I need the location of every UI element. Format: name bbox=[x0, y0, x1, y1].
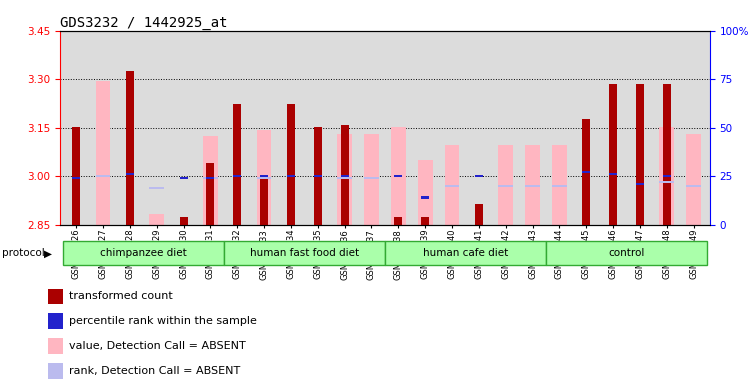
Bar bbox=[314, 175, 322, 177]
Bar bbox=[662, 175, 671, 177]
Bar bbox=[659, 181, 674, 183]
Bar bbox=[234, 104, 241, 225]
Bar bbox=[445, 146, 460, 225]
Text: human fast food diet: human fast food diet bbox=[250, 248, 359, 258]
Text: GDS3232 / 1442925_at: GDS3232 / 1442925_at bbox=[60, 16, 228, 30]
Bar bbox=[662, 84, 671, 225]
Bar bbox=[364, 177, 379, 179]
Bar bbox=[659, 127, 674, 225]
Bar bbox=[364, 134, 379, 225]
Bar bbox=[499, 185, 513, 187]
Bar bbox=[337, 177, 352, 179]
Bar bbox=[72, 127, 80, 225]
Text: control: control bbox=[608, 248, 644, 258]
Bar bbox=[421, 217, 429, 225]
Bar bbox=[525, 185, 540, 187]
Text: chimpanzee diet: chimpanzee diet bbox=[100, 248, 187, 258]
Bar bbox=[126, 173, 134, 175]
Bar bbox=[445, 185, 460, 187]
Bar bbox=[48, 289, 63, 304]
Bar bbox=[257, 130, 271, 225]
Bar bbox=[499, 146, 513, 225]
Bar bbox=[260, 179, 268, 225]
Bar bbox=[582, 171, 590, 174]
Bar bbox=[126, 71, 134, 225]
Bar bbox=[609, 173, 617, 175]
Bar bbox=[207, 162, 215, 225]
Text: protocol: protocol bbox=[2, 248, 44, 258]
Bar bbox=[391, 127, 406, 225]
Bar bbox=[341, 125, 348, 225]
Bar bbox=[203, 177, 218, 179]
Bar bbox=[63, 241, 224, 265]
Bar bbox=[475, 175, 483, 177]
Bar bbox=[224, 241, 385, 265]
Text: ▶: ▶ bbox=[44, 248, 52, 258]
Bar bbox=[95, 81, 110, 225]
Bar bbox=[686, 185, 701, 187]
Bar bbox=[149, 214, 164, 225]
Bar bbox=[582, 119, 590, 225]
Bar bbox=[686, 134, 701, 225]
Bar bbox=[179, 217, 188, 225]
Bar bbox=[385, 241, 546, 265]
Bar bbox=[48, 338, 63, 354]
Bar bbox=[234, 175, 241, 177]
Text: value, Detection Call = ABSENT: value, Detection Call = ABSENT bbox=[69, 341, 246, 351]
Text: percentile rank within the sample: percentile rank within the sample bbox=[69, 316, 257, 326]
Text: rank, Detection Call = ABSENT: rank, Detection Call = ABSENT bbox=[69, 366, 240, 376]
Bar bbox=[95, 175, 110, 177]
Bar bbox=[149, 187, 164, 189]
Bar bbox=[394, 175, 403, 177]
Bar bbox=[418, 160, 433, 225]
Bar bbox=[525, 146, 540, 225]
Bar bbox=[203, 136, 218, 225]
Bar bbox=[287, 175, 295, 177]
Bar bbox=[257, 177, 271, 179]
Bar bbox=[421, 196, 429, 199]
Bar bbox=[179, 177, 188, 179]
Bar bbox=[314, 127, 322, 225]
Bar bbox=[636, 84, 644, 225]
Bar bbox=[207, 177, 215, 179]
Bar bbox=[287, 104, 295, 225]
Text: human cafe diet: human cafe diet bbox=[423, 248, 508, 258]
Bar bbox=[552, 185, 567, 187]
Bar bbox=[260, 175, 268, 177]
Bar bbox=[341, 175, 348, 177]
Bar bbox=[546, 241, 707, 265]
Text: transformed count: transformed count bbox=[69, 291, 173, 301]
Bar bbox=[609, 84, 617, 225]
Bar bbox=[72, 177, 80, 179]
Bar bbox=[636, 183, 644, 185]
Bar bbox=[337, 134, 352, 225]
Bar bbox=[48, 313, 63, 329]
Bar bbox=[552, 146, 567, 225]
Bar bbox=[48, 363, 63, 379]
Bar bbox=[475, 204, 483, 225]
Bar bbox=[394, 217, 403, 225]
